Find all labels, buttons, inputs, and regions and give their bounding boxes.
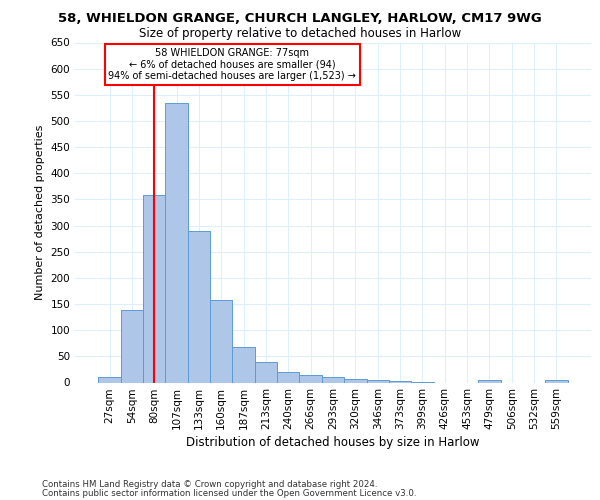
Bar (299, 375, 322, 382)
Text: Contains public sector information licensed under the Open Government Licence v3: Contains public sector information licen… (42, 488, 416, 498)
Text: 58, WHIELDON GRANGE, CHURCH LANGLEY, HARLOW, CM17 9WG: 58, WHIELDON GRANGE, CHURCH LANGLEY, HAR… (58, 12, 542, 25)
Bar (121, 310, 143, 382)
Bar (210, 300, 232, 382)
Text: Size of property relative to detached houses in Harlow: Size of property relative to detached ho… (139, 28, 461, 40)
Y-axis label: Number of detached properties: Number of detached properties (35, 125, 45, 300)
Bar (98, 378, 121, 382)
Bar (255, 362, 277, 382)
Text: Distribution of detached houses by size in Harlow: Distribution of detached houses by size … (186, 436, 480, 449)
Bar (322, 378, 344, 382)
Text: Contains HM Land Registry data © Crown copyright and database right 2024.: Contains HM Land Registry data © Crown c… (42, 480, 377, 489)
Bar (188, 231, 210, 382)
Bar (277, 372, 299, 382)
Bar (232, 348, 255, 382)
Bar (478, 380, 500, 382)
Bar (143, 195, 166, 382)
Bar (344, 379, 367, 382)
Bar (545, 380, 568, 382)
Bar (166, 102, 188, 382)
Bar (367, 380, 389, 382)
Text: 58 WHIELDON GRANGE: 77sqm
← 6% of detached houses are smaller (94)
94% of semi-d: 58 WHIELDON GRANGE: 77sqm ← 6% of detach… (109, 48, 356, 81)
